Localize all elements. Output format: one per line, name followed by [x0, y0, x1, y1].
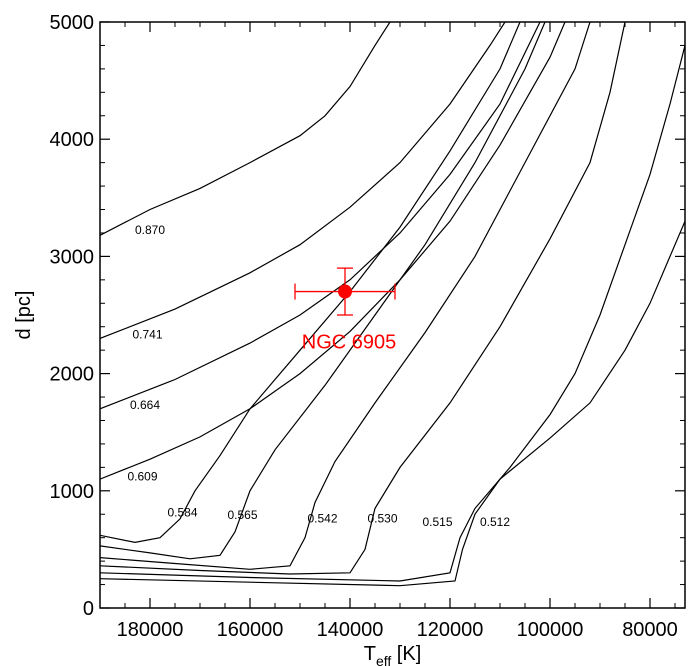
x-tick-label: 80000 [622, 619, 678, 641]
data-point-group: NGC 6905 [294, 267, 397, 354]
x-tick-label: 160000 [217, 619, 284, 641]
series-line-0.542 [100, 22, 591, 570]
x-tick-label: 180000 [117, 619, 184, 641]
series-label: 0.512 [480, 515, 510, 529]
series-line-0.512 [100, 220, 685, 587]
series-label: 0.584 [168, 506, 198, 520]
x-axis-ticks: 180000 160000 140000 120000 100000 80000 [99, 22, 678, 641]
series-line-0.515 [100, 45, 685, 582]
series-line-0.530 [100, 22, 626, 575]
series-label: 0.870 [135, 223, 165, 237]
series-line-0.870 [100, 22, 391, 236]
y-axis-title: d [pc] [13, 291, 35, 340]
series-label: 0.565 [228, 508, 258, 522]
x-tick-label: 120000 [417, 619, 484, 641]
series-line-0.741 [100, 22, 506, 339]
series-label: 0.515 [423, 515, 453, 529]
x-tick-label: 100000 [517, 619, 584, 641]
series-line-0.664 [100, 22, 541, 410]
data-point-label: NGC 6905 [302, 332, 397, 354]
x-axis-title: Teff [K] [364, 643, 422, 666]
x-tick-label: 140000 [317, 619, 384, 641]
series-label: 0.530 [368, 511, 398, 525]
y-tick-label: 3000 [50, 246, 95, 268]
y-axis-ticks: 0 1000 2000 3000 4000 5000 [50, 12, 685, 620]
series-lines [100, 22, 685, 587]
plot-frame [99, 21, 686, 609]
series-label: 0.664 [130, 398, 160, 412]
y-tick-label: 5000 [50, 12, 95, 34]
y-tick-label: 1000 [50, 481, 95, 503]
y-tick-label: 2000 [50, 364, 95, 386]
data-point-marker [338, 284, 352, 299]
y-tick-label: 4000 [50, 129, 95, 151]
series-line-0.609 [100, 22, 566, 480]
series-label: 0.741 [133, 327, 163, 341]
series-line-0.565 [100, 22, 546, 560]
series-line-0.584 [100, 22, 521, 544]
series-labels: 0.870 0.741 0.664 0.609 0.584 0.565 0.542 0.530… [128, 223, 511, 529]
y-tick-label: 0 [83, 598, 94, 620]
series-label: 0.609 [128, 469, 158, 483]
series-label: 0.542 [308, 511, 338, 525]
